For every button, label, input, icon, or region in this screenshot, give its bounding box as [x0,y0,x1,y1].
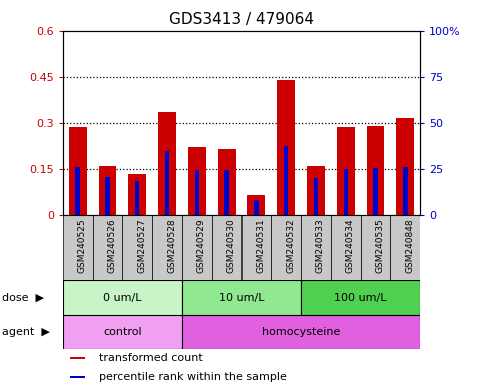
Bar [254,200,258,215]
Bar [63,280,182,315]
Bar [307,166,325,215]
Text: GSM240531: GSM240531 [256,218,265,273]
Bar [271,215,301,280]
Bar [70,376,85,378]
Text: GSM240530: GSM240530 [227,218,236,273]
Text: GSM240848: GSM240848 [405,218,414,273]
Text: percentile rank within the sample: percentile rank within the sample [99,372,287,382]
Bar [247,195,265,215]
Bar [165,151,169,215]
Bar [128,174,146,215]
Bar [331,215,361,280]
Bar [69,127,86,215]
Text: 0 um/L: 0 um/L [103,293,142,303]
Text: GSM240525: GSM240525 [78,218,86,273]
Bar [277,80,295,215]
Bar [397,118,414,215]
Bar [314,178,318,215]
Text: GDS3413 / 479064: GDS3413 / 479064 [169,12,314,26]
Bar [301,215,331,280]
Bar [225,170,229,215]
Bar [242,215,271,280]
Bar [70,357,85,359]
Text: GSM240535: GSM240535 [376,218,384,273]
Text: GSM240528: GSM240528 [167,218,176,273]
Bar [212,215,242,280]
Text: transformed count: transformed count [99,353,203,363]
Text: control: control [103,327,142,337]
Bar [63,315,182,349]
Text: GSM240534: GSM240534 [346,218,355,273]
Text: GSM240533: GSM240533 [316,218,325,273]
Bar [343,169,348,215]
Text: GSM240527: GSM240527 [137,218,146,273]
Bar [367,126,384,215]
Text: 10 um/L: 10 um/L [219,293,264,303]
Text: dose  ▶: dose ▶ [2,293,44,303]
Bar [122,215,152,280]
Bar [390,215,420,280]
Bar [75,167,80,215]
Bar [403,167,408,215]
Text: 100 um/L: 100 um/L [334,293,387,303]
Text: GSM240532: GSM240532 [286,218,295,273]
Bar [152,215,182,280]
Bar [105,177,110,215]
Bar [182,280,301,315]
Bar [218,149,236,215]
Bar [337,127,355,215]
Bar [182,215,212,280]
Bar [182,315,420,349]
Text: GSM240529: GSM240529 [197,218,206,273]
Bar [301,280,420,315]
Bar [158,112,176,215]
Bar [93,215,122,280]
Text: agent  ▶: agent ▶ [2,327,50,337]
Bar [99,166,116,215]
Bar [63,215,93,280]
Text: homocysteine: homocysteine [262,327,340,337]
Bar [135,181,140,215]
Bar [195,170,199,215]
Bar [284,146,288,215]
Bar [188,147,206,215]
Bar [373,168,378,215]
Text: GSM240526: GSM240526 [108,218,116,273]
Bar [361,215,390,280]
